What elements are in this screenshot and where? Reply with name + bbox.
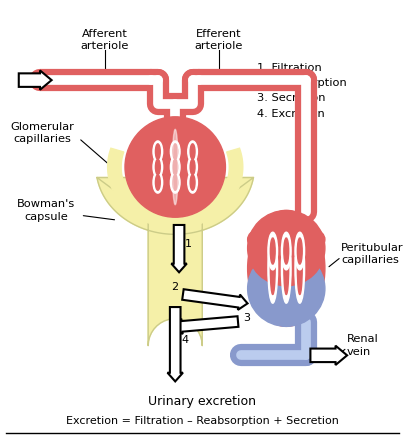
Ellipse shape	[268, 232, 278, 270]
Text: 1: 1	[185, 239, 192, 249]
Text: Afferent
arteriole: Afferent arteriole	[80, 29, 129, 52]
Ellipse shape	[248, 211, 325, 286]
Ellipse shape	[188, 141, 197, 162]
Text: 4: 4	[181, 335, 188, 345]
Text: 3. Secretion: 3. Secretion	[257, 94, 326, 103]
Ellipse shape	[248, 211, 325, 326]
Ellipse shape	[248, 251, 325, 326]
Text: 2: 2	[171, 282, 178, 292]
FancyArrow shape	[173, 316, 239, 334]
Ellipse shape	[295, 234, 304, 303]
Ellipse shape	[153, 156, 163, 178]
Polygon shape	[183, 148, 243, 227]
Polygon shape	[97, 177, 254, 346]
Ellipse shape	[281, 234, 291, 303]
Ellipse shape	[270, 242, 275, 294]
Text: Efferent
arteriole: Efferent arteriole	[194, 29, 243, 52]
Ellipse shape	[190, 144, 195, 159]
Ellipse shape	[188, 172, 197, 193]
Ellipse shape	[173, 175, 178, 190]
Ellipse shape	[153, 141, 163, 162]
Ellipse shape	[295, 232, 304, 270]
Text: 1. Filtration: 1. Filtration	[257, 63, 322, 73]
Ellipse shape	[171, 156, 180, 178]
Ellipse shape	[171, 172, 180, 193]
Text: Bowman's
capsule: Bowman's capsule	[17, 199, 75, 222]
FancyArrow shape	[19, 70, 52, 90]
Text: Urinary excretion: Urinary excretion	[148, 395, 256, 408]
Text: Renal
vein: Renal vein	[347, 335, 379, 357]
Circle shape	[125, 117, 226, 217]
Ellipse shape	[156, 159, 160, 175]
Ellipse shape	[248, 222, 325, 257]
Ellipse shape	[190, 159, 195, 175]
Text: 4. Excretion: 4. Excretion	[257, 109, 325, 119]
Ellipse shape	[153, 172, 163, 193]
Ellipse shape	[156, 175, 160, 190]
Ellipse shape	[190, 175, 195, 190]
Text: Excretion = Filtration – Reabsorption + Secretion: Excretion = Filtration – Reabsorption + …	[66, 416, 339, 426]
Ellipse shape	[284, 242, 289, 294]
Text: Glomerular
capillaries: Glomerular capillaries	[10, 122, 74, 144]
Ellipse shape	[281, 232, 291, 270]
Ellipse shape	[270, 238, 275, 264]
Ellipse shape	[171, 141, 180, 162]
Ellipse shape	[173, 159, 178, 175]
Ellipse shape	[284, 238, 289, 264]
Ellipse shape	[156, 144, 160, 159]
Ellipse shape	[173, 144, 178, 159]
Text: Peritubular
capillaries: Peritubular capillaries	[341, 243, 404, 265]
FancyArrow shape	[310, 346, 347, 365]
Ellipse shape	[188, 156, 197, 178]
Polygon shape	[108, 148, 167, 227]
Ellipse shape	[268, 234, 278, 303]
Ellipse shape	[297, 238, 302, 264]
FancyArrow shape	[182, 289, 248, 310]
FancyArrow shape	[171, 225, 187, 272]
Ellipse shape	[172, 129, 178, 205]
Text: 2. Reabsorption: 2. Reabsorption	[257, 78, 347, 88]
Ellipse shape	[297, 242, 302, 294]
FancyArrow shape	[168, 307, 183, 381]
Text: 3: 3	[243, 313, 250, 323]
